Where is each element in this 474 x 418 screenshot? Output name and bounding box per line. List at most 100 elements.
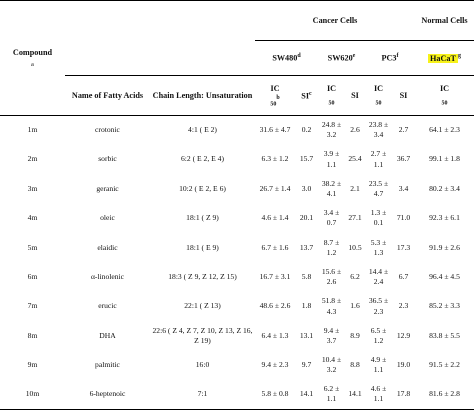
table-row: 4m oleic 18:1 ( Z 9) 4.6 ± 1.4 20.1 3.4 ± 0.7… (0, 204, 474, 233)
table-cell: 3.0 (301, 183, 312, 193)
table-cell: sorbic (98, 154, 117, 164)
table-cell: 13.7 (299, 242, 314, 252)
table-cell: 7:1 (150, 380, 255, 410)
table-cell: 18:1 ( E 9) (186, 242, 219, 252)
table-cell: 4.9 ± 1.1 (370, 355, 387, 375)
header-text: SI (399, 90, 408, 100)
table-row: 8m DHA 22:6 ( Z 4, Z 7, Z 10, Z 13, Z 16, … (0, 321, 474, 350)
header-text: Compound (12, 47, 53, 57)
table-cell: 3.4 ± 0.7 (323, 208, 340, 228)
table-cell: 83.8 ± 5.5 (429, 330, 460, 340)
table-cell: 10:2 ( E 2, E 6) (179, 183, 226, 193)
table-cell: erucic (98, 301, 117, 311)
cell-line-header: SW480d (255, 40, 318, 76)
table-cell: 24.8 ± 3.2 (321, 120, 342, 140)
table-cell: 5m (27, 242, 38, 252)
table-cell: 1.8 (301, 301, 312, 311)
table-cell: 6.5 ± 1.2 (370, 325, 387, 345)
table-row: 2m sorbic 6:2 ( E 2, E 4) 6.3 ± 1.2 15.7 3.9 … (0, 145, 474, 174)
table-cell: 6.7 ± 1.6 (261, 242, 289, 252)
table-cell: 0.2 (301, 125, 312, 135)
table-cell: 4m (27, 213, 38, 223)
table-cell: 27.1 (348, 213, 362, 223)
table-cell: 91.9 ± 2.6 (429, 242, 460, 252)
footnote-mark: a (31, 60, 34, 68)
table-cell: geranic (96, 183, 119, 193)
table-cell: 15.7 (299, 154, 314, 164)
table-cell: 12.9 (396, 330, 411, 340)
footnote-mark: c (309, 90, 312, 97)
table-cell: 9.4 ± 2.3 (261, 360, 289, 370)
table-row: 10m 6-heptenoic 7:1 5.8 ± 0.8 14.1 6.2 ± 1.1 1… (0, 380, 474, 410)
header-text: PC3 (381, 53, 397, 63)
table-cell: 4.6 ± 1.1 (365, 380, 392, 410)
table-cell: 14.1 (345, 380, 365, 410)
table-cell: 26.7 ± 1.4 (259, 183, 291, 193)
table-cell: 13.1 (299, 330, 314, 340)
table-cell: 3.4 (398, 183, 409, 193)
table-cell: 16:0 (195, 360, 210, 370)
measure-header: IC 50b (255, 75, 295, 116)
table-cell: 2.6 (350, 125, 360, 135)
table-cell: 38.2 ± 4.1 (321, 178, 342, 198)
subscript: 50 (328, 100, 335, 107)
subscript: 50 (270, 101, 277, 108)
table-cell: 10m (0, 380, 65, 410)
footnote-mark: g (457, 53, 461, 60)
table-cell: 64.1 ± 2.3 (429, 125, 460, 135)
table-cell: 17.8 (392, 380, 415, 410)
table-cell: oleic (100, 213, 115, 223)
header-text: SI (351, 90, 359, 100)
group-header: Cancer Cells (255, 0, 415, 41)
table-cell: 25.4 (348, 154, 362, 164)
table-cell: 6.3 ± 1.2 (261, 154, 289, 164)
column-header: Chain Length: Unsaturation (150, 75, 255, 116)
table-cell: 4:1 ( E 2) (188, 125, 217, 135)
header-text: HaCaT (428, 53, 458, 63)
table-cell: 8m (27, 330, 38, 340)
table-cell: 91.5 ± 2.2 (429, 360, 460, 370)
table-cell: 16.7 ± 3.1 (259, 272, 291, 282)
table-cell: 81.6 ± 2.8 (415, 380, 474, 410)
cell-line-header: SW620e (318, 40, 365, 76)
table-cell: 2m (27, 154, 38, 164)
table-cell: 9m (27, 360, 38, 370)
table-cell: 3m (27, 183, 38, 193)
table-cell: crotonic (95, 125, 120, 135)
table-cell: 9.7 (301, 360, 312, 370)
measure-header: SI (392, 75, 415, 116)
table-row: 6m α-linolenic 18:3 ( Z 9, Z 12, Z 15) 16.7… (0, 262, 474, 291)
table-cell: 6m (27, 272, 38, 282)
table-cell: 1.3 ± 0.1 (370, 208, 387, 228)
table-row: 9m palmitic 16:0 9.4 ± 2.3 9.7 10.4 ± 3.2 8.8 4… (0, 351, 474, 380)
table-row: 3m geranic 10:2 ( E 2, E 6) 26.7 ± 1.4 3.0 38… (0, 174, 474, 203)
table-cell: elaidic (97, 242, 118, 252)
table-cell: 6.4 ± 1.3 (261, 330, 289, 340)
table-cell: 51.8 ± 4.3 (321, 296, 342, 316)
table-cell: 10.4 ± 3.2 (321, 355, 342, 375)
footnote-mark: b (276, 94, 280, 101)
measure-header: SI (345, 75, 365, 116)
table-cell: palmitic (95, 360, 120, 370)
table-cell: 36.7 (396, 154, 411, 164)
column-header: Name of Fatty Acids (65, 75, 150, 116)
table-cell: 5.3 ± 1.3 (370, 237, 387, 257)
table-cell: DHA (99, 330, 116, 340)
table-cell: 20.1 (299, 213, 314, 223)
table-cell: 14.1 (295, 380, 318, 410)
table-cell: 23.5 ± 4.7 (368, 178, 389, 198)
header-text: IC (270, 83, 280, 93)
table-cell: 2.7 (398, 125, 409, 135)
measure-header: IC 50 (365, 75, 392, 116)
table-cell: 5.8 (301, 272, 312, 282)
table-cell: 36.5 ± 2.3 (368, 296, 389, 316)
cell-line-header: PC3f (365, 40, 415, 76)
header-text: SI (301, 91, 310, 101)
subscript: 50 (375, 100, 382, 107)
table-cell: 48.6 ± 2.6 (259, 301, 291, 311)
table-cell: 4.6 ± 1.4 (261, 213, 289, 223)
footnote-mark: e (352, 53, 356, 60)
table-cell: 31.6 ± 4.7 (259, 125, 291, 135)
